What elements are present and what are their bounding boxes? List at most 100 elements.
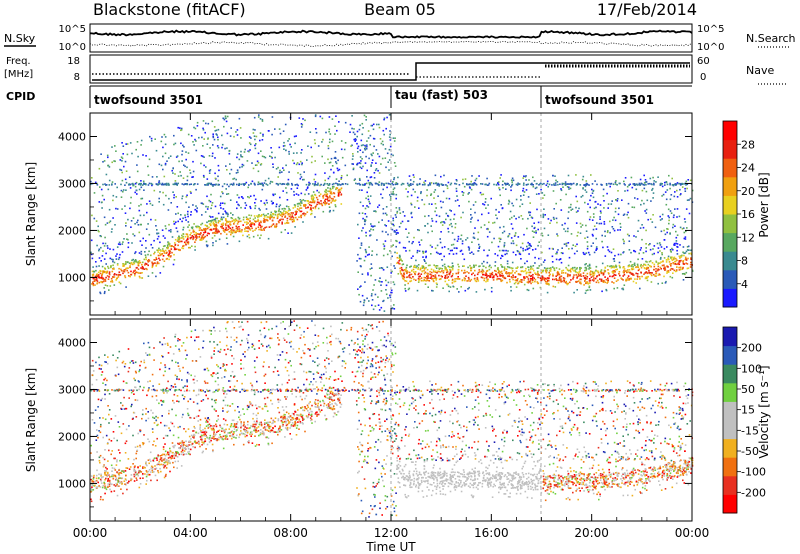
power-echo-point: [460, 249, 463, 252]
power-echo-point: [247, 196, 249, 198]
power-echo-point: [304, 213, 307, 215]
power-echo-point: [120, 268, 122, 271]
power-echo-point: [116, 246, 119, 248]
power-echo-point: [134, 223, 136, 225]
power-echo-point: [560, 252, 563, 254]
power-echo-point: [164, 237, 166, 239]
power-echo-point: [330, 191, 333, 193]
power-echo-point: [217, 164, 220, 167]
power-echo-point: [594, 180, 596, 182]
power-echo-point: [235, 219, 238, 222]
power-echo-point: [151, 262, 154, 265]
power-echo-point: [158, 247, 160, 250]
power-echo-point: [608, 182, 610, 185]
power-echo-point: [168, 243, 170, 246]
velocity-echo-point: [310, 419, 312, 422]
velocity-echo-point: [507, 478, 510, 480]
power-echo-point: [428, 280, 431, 282]
power-echo-point: [515, 281, 517, 284]
power-echo-point: [527, 217, 529, 220]
power-echo-point: [427, 275, 429, 277]
power-echo-point: [472, 204, 475, 206]
power-echo-point: [466, 183, 468, 185]
power-echo-point: [400, 266, 403, 269]
power-echo-point: [672, 184, 675, 186]
power-echo-point: [334, 199, 337, 201]
velocity-echo-point: [175, 453, 177, 455]
power-echo-point: [303, 204, 305, 206]
power-echo-point: [144, 183, 147, 185]
power-echo-point: [134, 185, 137, 188]
power-echo-point: [467, 288, 469, 290]
power-echo-point: [487, 184, 490, 186]
power-echo-point: [351, 127, 353, 130]
power-echo-point: [314, 173, 317, 176]
power-echo-point: [134, 274, 136, 277]
power-echo-point: [254, 207, 256, 210]
power-echo-point: [416, 289, 419, 292]
power-echo-point: [189, 246, 191, 249]
power-echo-point: [209, 200, 212, 203]
power-echo-point: [324, 190, 326, 193]
power-echo-point: [159, 182, 161, 185]
power-echo-point: [453, 218, 455, 220]
power-echo-point: [576, 235, 579, 237]
power-echo-point: [686, 227, 688, 229]
power-echo-point: [487, 204, 489, 206]
power-echo-point: [313, 200, 316, 202]
power-echo-point: [165, 194, 167, 197]
velocity-echo-point: [397, 450, 399, 452]
power-echo-point: [314, 115, 317, 118]
power-echo-point: [123, 265, 125, 267]
power-echo-point: [651, 253, 654, 256]
velocity-echo-point: [572, 483, 574, 486]
power-echo-point: [528, 244, 530, 247]
power-echo-point: [463, 265, 465, 267]
power-echo-point: [511, 271, 513, 274]
power-echo-point: [380, 193, 382, 196]
power-echo-point: [676, 182, 679, 184]
power-echo-point: [443, 174, 445, 177]
power-echo-point: [472, 236, 475, 239]
power-echo-point: [477, 271, 480, 274]
power-echo-point: [507, 182, 509, 185]
power-echo-point: [530, 268, 532, 271]
power-echo-point: [524, 277, 526, 279]
power-echo-point: [660, 256, 662, 259]
velocity-echo-point: [562, 484, 565, 486]
power-echo-point: [175, 213, 177, 215]
power-echo-point: [549, 273, 551, 276]
power-echo-point: [557, 272, 559, 275]
velocity-echo-point: [336, 404, 338, 406]
power-echo-point: [264, 216, 266, 218]
power-echo-point: [98, 281, 101, 284]
power-echo-point: [506, 182, 508, 185]
power-echo-point: [493, 221, 496, 224]
power-echo-point: [168, 258, 170, 261]
power-echo-point: [212, 135, 214, 138]
power-echo-point: [287, 232, 289, 234]
power-echo-point: [555, 277, 557, 280]
power-echo-point: [659, 215, 661, 218]
power-echo-point: [557, 271, 560, 274]
power-echo-point: [336, 187, 339, 189]
power-echo-point: [407, 191, 409, 193]
power-echo-point: [102, 277, 105, 280]
power-echo-point: [297, 172, 299, 174]
velocity-echo-point: [233, 423, 236, 425]
power-echo-point: [494, 261, 497, 263]
power-echo-point: [424, 260, 426, 262]
power-echo-point: [324, 198, 327, 201]
power-echo-point: [440, 231, 442, 233]
power-echo-point: [490, 287, 493, 289]
power-echo-point: [376, 123, 378, 126]
power-echo-point: [657, 265, 660, 268]
power-echo-point: [400, 222, 402, 225]
power-echo-point: [455, 272, 458, 275]
power-echo-point: [630, 278, 632, 280]
power-echo-point: [205, 184, 207, 186]
power-echo-point: [425, 266, 427, 269]
power-echo-point: [632, 266, 634, 268]
power-echo-point: [564, 181, 567, 183]
power-echo-point: [210, 220, 212, 222]
